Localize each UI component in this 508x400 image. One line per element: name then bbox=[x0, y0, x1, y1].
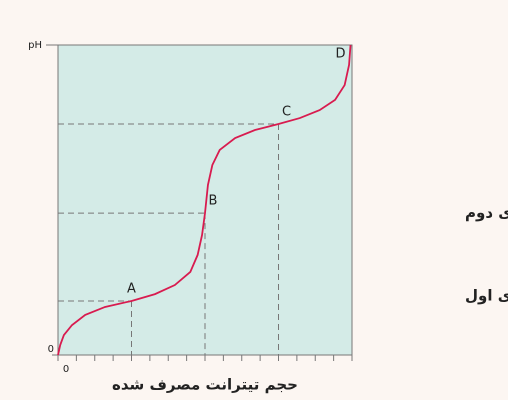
titration-curve bbox=[57, 44, 352, 356]
equivalence-label: هم‌ارزی دوم bbox=[465, 204, 508, 222]
point-label: A bbox=[127, 281, 136, 296]
point-label: C bbox=[282, 105, 291, 120]
y-axis-label: pH bbox=[28, 40, 42, 51]
x-axis-label: حجم تیترانت مصرف شده bbox=[112, 376, 298, 394]
y-tick-label: 0 bbox=[48, 344, 54, 355]
point-label: B bbox=[209, 194, 218, 209]
x-tick-label: 0 bbox=[63, 364, 69, 375]
point-label: D bbox=[336, 47, 346, 62]
equivalence-label: هم‌ارزی اول bbox=[465, 287, 508, 305]
